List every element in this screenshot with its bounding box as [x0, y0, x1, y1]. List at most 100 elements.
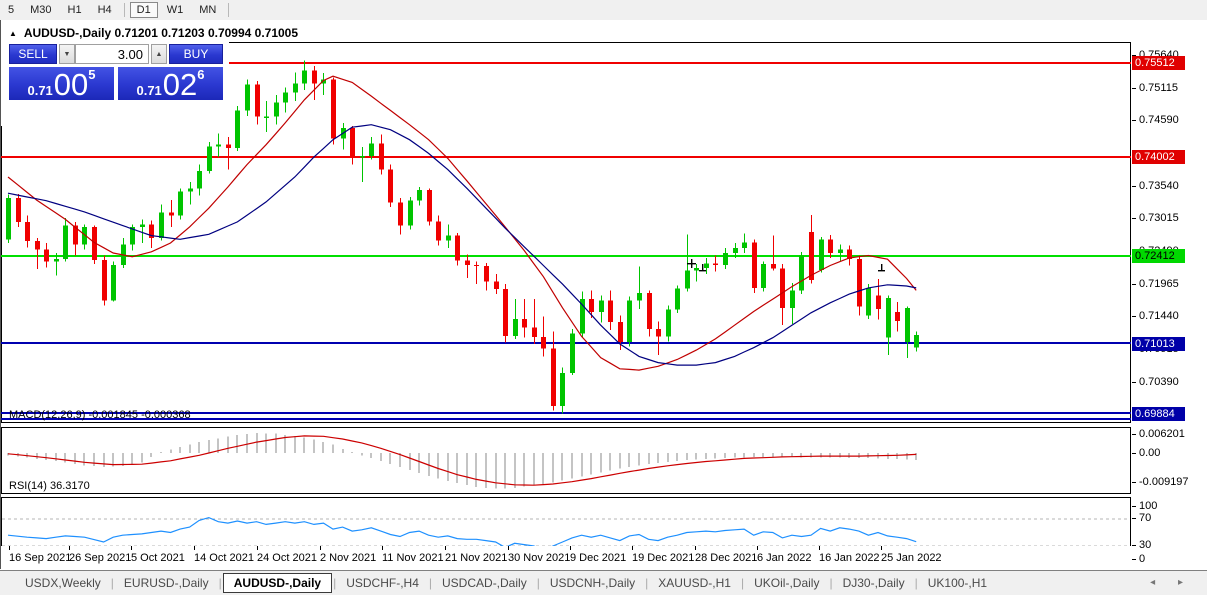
- chart-tab-usdcnh-daily[interactable]: USDCNH-,Daily: [549, 576, 636, 590]
- axis-tick-mark: [1132, 434, 1136, 435]
- sell-price-prefix: 0.71: [27, 83, 53, 98]
- rsi-tick-label: 0: [1139, 553, 1146, 565]
- chart-tab-usdcad-daily[interactable]: USDCAD-,Daily: [442, 576, 527, 590]
- date-tick-label: 21 Nov 2021: [445, 552, 508, 564]
- date-tick-label: 2 Nov 2021: [320, 552, 377, 564]
- chart-title: ▲ AUDUSD-,Daily 0.71201 0.71203 0.70994 …: [9, 26, 303, 40]
- timeframe-button-h4[interactable]: H4: [97, 4, 112, 16]
- price-tick-label: 0.73540: [1139, 180, 1179, 192]
- axis-tick-mark: [1132, 382, 1136, 383]
- timeframe-button-mn[interactable]: MN: [199, 4, 217, 16]
- timeframe-toolbar: 5 M30 H1 H4 D1 W1 MN: [0, 0, 1207, 21]
- spinner-down-icon: ▼: [63, 50, 71, 58]
- axis-tick-mark: [1132, 186, 1136, 187]
- price-axis: 0.756400.751150.745900.735400.730150.724…: [1132, 20, 1207, 569]
- date-tick-label: 24 Oct 2021: [257, 552, 317, 564]
- buy-price-prefix: 0.71: [136, 83, 162, 98]
- date-tick-label: 9 Dec 2021: [570, 552, 627, 564]
- date-tick-label: 16 Jan 2022: [819, 552, 880, 564]
- rsi-tick-label: 30: [1139, 539, 1152, 551]
- chart-canvas[interactable]: [1, 20, 1132, 569]
- date-tick-label: 11 Nov 2021: [382, 552, 444, 564]
- chart-title-ohlc: 0.71201 0.71203 0.70994 0.71005: [114, 26, 299, 40]
- date-tick-mark: [881, 546, 882, 550]
- date-tick-label: 16 Sep 2021: [9, 552, 72, 564]
- chart-tab-bar: USDX,Weekly | EURUSD-,Daily | AUDUSD-,Daily |…: [0, 570, 1207, 595]
- timeframe-button-w1[interactable]: W1: [166, 4, 184, 16]
- price-line-badge: 0.71013: [1132, 337, 1185, 351]
- buy-price-big: 02: [162, 67, 198, 102]
- chart-tab-dj30-daily[interactable]: DJ30-,Daily: [842, 576, 905, 590]
- timeframe-button-5[interactable]: 5: [8, 4, 15, 16]
- spinner-up-icon: ▲: [155, 50, 163, 58]
- price-tick-label: 0.73015: [1139, 212, 1179, 224]
- tab-separator: |: [645, 576, 649, 590]
- rsi-indicator-label: RSI(14) 36.3170: [9, 480, 90, 492]
- date-tick-label: 26 Sep 2021: [69, 552, 132, 564]
- chart-window: ▲ AUDUSD-,Daily 0.71201 0.71203 0.70994 …: [0, 20, 1207, 569]
- toolbar-separator: [228, 3, 230, 17]
- date-tick-mark: [382, 546, 383, 550]
- tab-separator: |: [829, 576, 833, 590]
- chart-tab-usdx-weekly[interactable]: USDX,Weekly: [25, 576, 101, 590]
- chart-tab-uk100-h1[interactable]: UK100-,H1: [927, 576, 988, 590]
- date-tick-label: 19 Dec 2021: [632, 552, 695, 564]
- collapse-triangle-icon[interactable]: ▲: [9, 29, 17, 38]
- axis-tick-mark: [1132, 120, 1136, 121]
- price-line-badge: 0.69884: [1132, 407, 1185, 421]
- date-tick-label: 14 Oct 2021: [194, 552, 254, 564]
- axis-tick-mark: [1132, 88, 1136, 89]
- date-tick-label: 5 Oct 2021: [131, 552, 185, 564]
- date-tick-mark: [257, 546, 258, 550]
- tab-separator: |: [428, 576, 433, 590]
- buy-price-pip: 6: [197, 67, 205, 82]
- axis-tick-mark: [1132, 506, 1136, 507]
- price-line-badge: 0.75512: [1132, 56, 1185, 70]
- tab-separator: |: [914, 576, 918, 590]
- sell-price-button[interactable]: 0.71 00 5: [9, 67, 114, 100]
- date-tick-label: 30 Nov 2021: [508, 552, 571, 564]
- axis-tick-mark: [1132, 218, 1136, 219]
- macd-tick-label: 0.00: [1139, 447, 1161, 459]
- timeframe-button-m30[interactable]: M30: [30, 4, 52, 16]
- date-tick-mark: [632, 546, 633, 550]
- timeframe-button-h1[interactable]: H1: [67, 4, 82, 16]
- date-tick-mark: [445, 546, 446, 550]
- volume-decrease-button[interactable]: ▼: [59, 44, 75, 64]
- toolbar-separator: [123, 3, 125, 17]
- date-tick-mark: [695, 546, 696, 550]
- chart-tab-xauusd-h1[interactable]: XAUUSD-,H1: [658, 576, 731, 590]
- date-tick-mark: [819, 546, 820, 550]
- macd-tick-label: -0.009197: [1139, 476, 1189, 488]
- date-axis: 16 Sep 2021 26 Sep 2021 5 Oct 2021 14 Oct 2…: [1, 546, 1132, 569]
- buy-price-button[interactable]: 0.71 02 6: [118, 67, 223, 100]
- macd-tick-label: 0.006201: [1139, 428, 1185, 440]
- price-tick-label: 0.75115: [1139, 82, 1178, 94]
- chart-tab-audusd-daily[interactable]: AUDUSD-,Daily: [222, 573, 333, 593]
- sell-price-big: 00: [53, 67, 89, 102]
- volume-input[interactable]: 3.00: [75, 44, 149, 64]
- date-tick-label: 6 Jan 2022: [757, 552, 812, 564]
- chart-tab-usdchf-h4[interactable]: USDCHF-,H4: [346, 576, 419, 590]
- chart-tab-eurusd-daily[interactable]: EURUSD-,Daily: [123, 576, 209, 590]
- one-click-trade-panel: SELL ▼ 3.00 ▲ BUY 0.71 00 5 0.71 02 6: [1, 40, 229, 126]
- price-line-badge: 0.72412: [1132, 249, 1185, 263]
- tab-scroll-arrows[interactable]: ◂ ▸: [1150, 577, 1193, 588]
- tab-separator: |: [110, 576, 114, 590]
- volume-increase-button[interactable]: ▲: [151, 44, 167, 64]
- macd-indicator-label: MACD(12,26,9) -0.001845 -0.000368: [9, 409, 191, 421]
- price-line-badge: 0.74002: [1132, 150, 1185, 164]
- chart-tab-ukoil-daily[interactable]: UKOil-,Daily: [754, 576, 820, 590]
- axis-tick-mark: [1132, 482, 1136, 483]
- buy-button[interactable]: BUY: [169, 44, 223, 64]
- rsi-tick-label: 70: [1139, 512, 1152, 524]
- sell-button[interactable]: SELL: [9, 44, 57, 64]
- date-tick-mark: [69, 546, 70, 550]
- date-tick-label: 25 Jan 2022: [881, 552, 942, 564]
- date-tick-label: 28 Dec 2021: [695, 552, 758, 564]
- timeframe-button-d1[interactable]: D1: [129, 2, 158, 18]
- tab-separator: |: [333, 576, 337, 590]
- axis-tick-mark: [1132, 453, 1136, 454]
- sell-price-pip: 5: [88, 67, 96, 82]
- price-tick-label: 0.71440: [1139, 310, 1179, 322]
